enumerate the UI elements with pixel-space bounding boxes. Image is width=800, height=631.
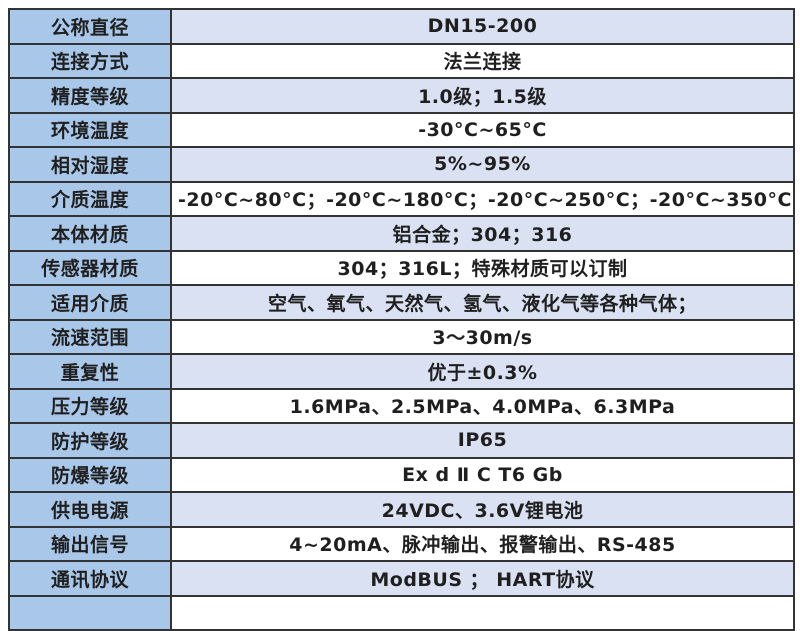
table-row: 适用介质 空气、氧气、天然气、氢气、液化气等各种气体； bbox=[8, 284, 795, 321]
spec-value: 5%~95% bbox=[170, 146, 795, 183]
spec-label: 通讯协议 bbox=[8, 560, 172, 597]
spec-label: 精度等级 bbox=[8, 77, 172, 114]
spec-value bbox=[170, 594, 795, 631]
table-row: 防护等级 IP65 bbox=[8, 422, 795, 459]
spec-label: 连接方式 bbox=[8, 42, 172, 79]
table-row: 相对湿度 5%~95% bbox=[8, 146, 795, 183]
table-row: 重复性 优于±0.3% bbox=[8, 353, 795, 390]
spec-label: 传感器材质 bbox=[8, 249, 172, 286]
spec-label: 介质温度 bbox=[8, 180, 172, 217]
table-row: 供电电源 24VDC、3.6V锂电池 bbox=[8, 491, 795, 528]
table-row: 连接方式 法兰连接 bbox=[8, 42, 795, 79]
spec-label: 输出信号 bbox=[8, 525, 172, 562]
spec-value: 1.6MPa、2.5MPa、4.0MPa、6.3MPa bbox=[170, 387, 795, 424]
spec-label: 公称直径 bbox=[8, 8, 172, 45]
table-row: 环境温度 -30°C~65°C bbox=[8, 111, 795, 148]
table-row: 流速范围 3～30m/s bbox=[8, 318, 795, 355]
spec-table-body: 公称直径 DN15-200 连接方式 法兰连接 精度等级 1.0级；1.5级 环… bbox=[8, 8, 795, 631]
spec-value: 空气、氧气、天然气、氢气、液化气等各种气体； bbox=[170, 284, 795, 321]
spec-value: 铝合金；304；316 bbox=[170, 215, 795, 252]
table-row: 输出信号 4~20mA、脉冲输出、报警输出、RS-485 bbox=[8, 525, 795, 562]
table-row: 精度等级 1.0级；1.5级 bbox=[8, 77, 795, 114]
spec-label: 压力等级 bbox=[8, 387, 172, 424]
spec-label: 供电电源 bbox=[8, 491, 172, 528]
spec-value: 4~20mA、脉冲输出、报警输出、RS-485 bbox=[170, 525, 795, 562]
spec-label: 防护等级 bbox=[8, 422, 172, 459]
spec-label bbox=[8, 594, 172, 631]
spec-value: Ex d Ⅱ C T6 Gb bbox=[170, 456, 795, 493]
spec-value: IP65 bbox=[170, 422, 795, 459]
spec-value: DN15-200 bbox=[170, 8, 795, 45]
table-row: 本体材质 铝合金；304；316 bbox=[8, 215, 795, 252]
spec-label: 相对湿度 bbox=[8, 146, 172, 183]
spec-value: 304；316L；特殊材质可以订制 bbox=[170, 249, 795, 286]
spec-value: -30°C~65°C bbox=[170, 111, 795, 148]
spec-value: 1.0级；1.5级 bbox=[170, 77, 795, 114]
table-row: 通讯协议 ModBUS ； HART协议 bbox=[8, 560, 795, 597]
spec-value: 3～30m/s bbox=[170, 318, 795, 355]
spec-label: 适用介质 bbox=[8, 284, 172, 321]
spec-label: 流速范围 bbox=[8, 318, 172, 355]
table-row: 防爆等级 Ex d Ⅱ C T6 Gb bbox=[8, 456, 795, 493]
table-row: 公称直径 DN15-200 bbox=[8, 8, 795, 45]
spec-value: 24VDC、3.6V锂电池 bbox=[170, 491, 795, 528]
table-row bbox=[8, 594, 795, 631]
spec-label: 本体材质 bbox=[8, 215, 172, 252]
spec-label: 防爆等级 bbox=[8, 456, 172, 493]
spec-table: 公称直径 DN15-200 连接方式 法兰连接 精度等级 1.0级；1.5级 环… bbox=[8, 8, 795, 631]
table-row: 压力等级 1.6MPa、2.5MPa、4.0MPa、6.3MPa bbox=[8, 387, 795, 424]
table-row: 介质温度 -20°C~80°C；-20°C~180°C；-20°C~250°C；… bbox=[8, 180, 795, 217]
spec-label: 重复性 bbox=[8, 353, 172, 390]
spec-value: 法兰连接 bbox=[170, 42, 795, 79]
spec-label: 环境温度 bbox=[8, 111, 172, 148]
spec-value: ModBUS ； HART协议 bbox=[170, 560, 795, 597]
spec-value: -20°C~80°C；-20°C~180°C；-20°C~250°C；-20°C… bbox=[170, 180, 795, 217]
table-row: 传感器材质 304；316L；特殊材质可以订制 bbox=[8, 249, 795, 286]
spec-value: 优于±0.3% bbox=[170, 353, 795, 390]
